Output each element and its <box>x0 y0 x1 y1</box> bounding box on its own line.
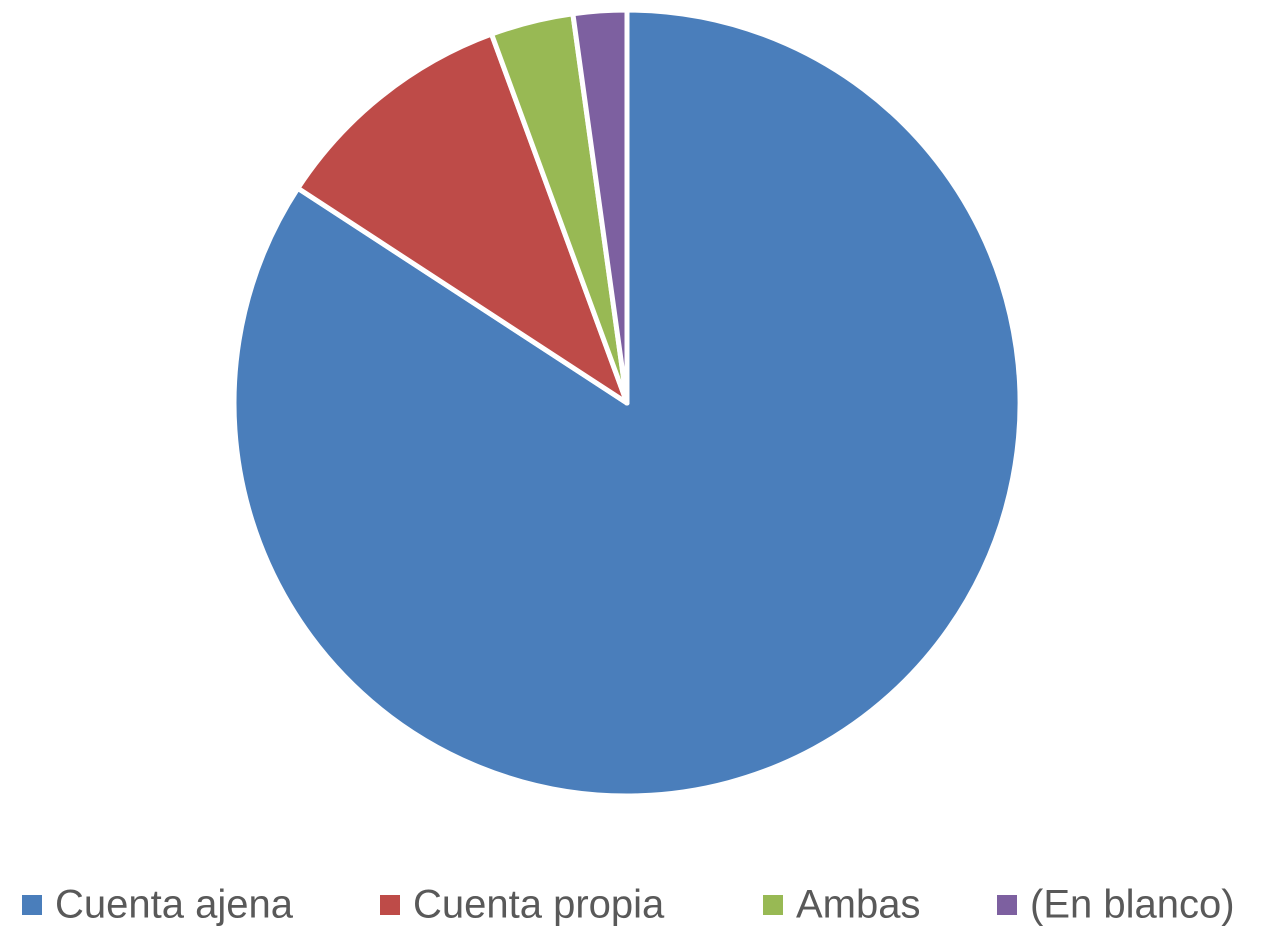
legend-label: (En blanco) <box>1030 883 1235 927</box>
legend-swatch <box>380 895 400 915</box>
legend-label: Cuenta ajena <box>55 883 294 927</box>
legend-swatch <box>22 895 42 915</box>
pie-slice <box>570 7 630 406</box>
pie-slice <box>295 31 630 406</box>
legend-label: Cuenta propia <box>413 883 665 927</box>
legend-swatch <box>763 895 783 915</box>
legend-label: Ambas <box>796 883 921 927</box>
legend-swatch <box>997 895 1017 915</box>
